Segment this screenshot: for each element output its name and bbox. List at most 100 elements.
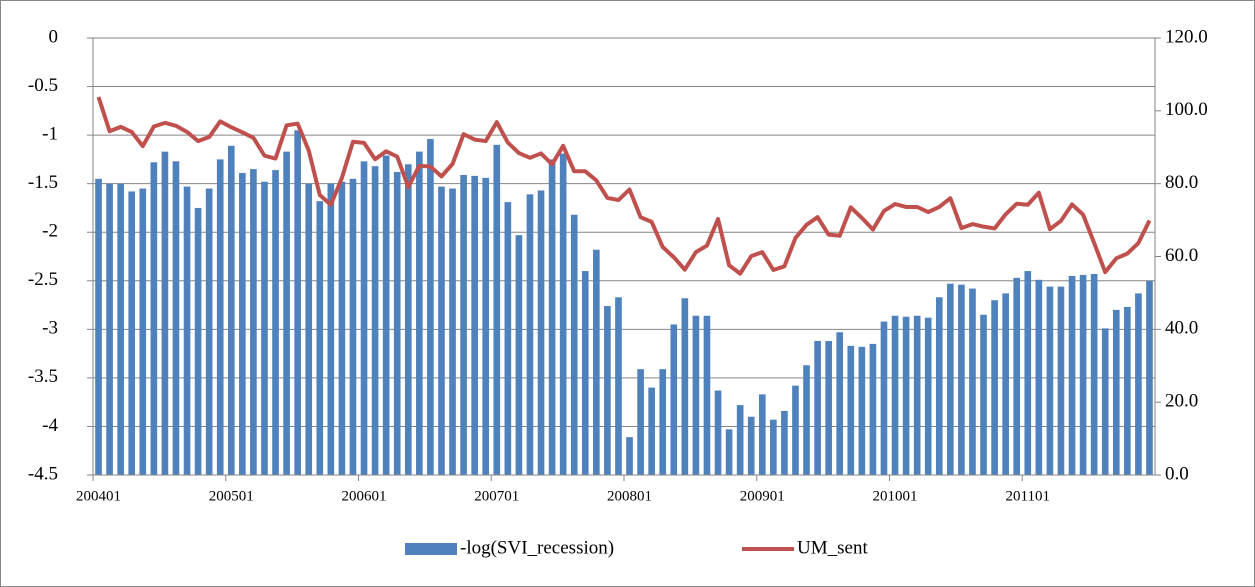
bar <box>1124 306 1131 475</box>
bar <box>537 190 545 475</box>
bar <box>1013 277 1021 475</box>
bar <box>781 410 788 475</box>
bar <box>570 214 578 475</box>
bar <box>593 249 600 475</box>
bar <box>294 130 301 475</box>
bar <box>227 145 235 475</box>
bar <box>128 191 136 476</box>
bar <box>792 385 799 475</box>
bar <box>559 153 567 475</box>
bar <box>1002 293 1009 475</box>
bar <box>1068 275 1076 475</box>
bar <box>1101 328 1109 475</box>
y2-tick-label: 100.0 <box>1165 99 1208 120</box>
bar <box>161 151 169 475</box>
bar <box>913 315 921 475</box>
bar <box>449 188 456 475</box>
x-tick-label: 201101 <box>1006 488 1050 504</box>
bar <box>95 178 102 476</box>
bar <box>327 183 335 475</box>
bar <box>714 390 722 475</box>
bar <box>150 162 158 475</box>
x-tick-label: 200801 <box>607 488 652 504</box>
bar <box>493 144 501 476</box>
bar <box>648 387 655 475</box>
bar <box>758 394 766 475</box>
legend-swatch <box>405 543 457 555</box>
y2-tick-label: 80.0 <box>1165 172 1198 193</box>
bar <box>1024 271 1032 475</box>
bar <box>747 416 755 475</box>
bar <box>969 288 976 475</box>
bar <box>581 271 589 475</box>
x-tick-label: 201001 <box>873 488 918 504</box>
y-tick-label: -1.5 <box>28 172 58 193</box>
bar <box>958 284 965 475</box>
bar <box>814 340 821 475</box>
bar <box>139 188 147 475</box>
bar <box>980 314 987 475</box>
bar <box>725 429 733 475</box>
bar <box>626 437 633 475</box>
y-tick-label: -4 <box>42 415 58 436</box>
bar <box>360 161 368 475</box>
bar <box>526 194 534 476</box>
y-tick-label: -4.5 <box>28 463 58 484</box>
x-tick-label: 200701 <box>474 488 519 504</box>
bar <box>261 181 268 476</box>
bar <box>891 315 899 475</box>
bar <box>670 324 678 475</box>
y-tick-label: -3.5 <box>28 366 58 387</box>
bar <box>858 346 866 475</box>
bar <box>1146 280 1153 475</box>
y2-tick-label: 0.0 <box>1165 463 1189 484</box>
bar <box>515 235 523 475</box>
bar <box>427 138 434 476</box>
y2-tick-label: 40.0 <box>1165 318 1198 339</box>
bar <box>637 369 644 475</box>
bar <box>770 419 777 475</box>
x-tick-label: 200501 <box>209 488 254 504</box>
bar <box>736 405 744 475</box>
x-tick-label: 200901 <box>740 488 785 504</box>
bar <box>183 186 191 475</box>
legend-label: UM_sent <box>797 537 868 558</box>
bar <box>692 315 700 475</box>
bar <box>416 151 423 475</box>
bar <box>393 172 401 475</box>
bar <box>239 172 246 476</box>
y-tick-label: -2 <box>42 221 58 242</box>
bar <box>659 369 667 475</box>
line <box>96 96 1152 276</box>
bar <box>703 315 711 475</box>
bar <box>1135 293 1142 475</box>
bar <box>382 155 390 475</box>
bar <box>205 188 213 475</box>
bar <box>117 183 124 475</box>
bar <box>836 332 844 475</box>
bar <box>1090 273 1098 475</box>
bar <box>371 166 379 476</box>
bar <box>1035 279 1043 475</box>
bar <box>1079 274 1087 475</box>
bar <box>902 316 910 475</box>
bar <box>947 283 954 475</box>
bar <box>604 306 611 475</box>
bar <box>548 159 556 475</box>
bar <box>504 202 512 475</box>
y-tick-label: -1 <box>42 123 58 144</box>
bar <box>803 365 810 475</box>
bar <box>1046 286 1054 475</box>
y-tick-label: 0 <box>49 26 59 47</box>
bar <box>194 207 202 475</box>
y2-tick-label: 20.0 <box>1165 391 1198 412</box>
y2-tick-label: 120.0 <box>1165 26 1208 47</box>
bar <box>880 321 888 475</box>
bar <box>681 298 689 475</box>
bar <box>1112 309 1120 475</box>
bar <box>471 175 478 476</box>
bar <box>460 174 467 475</box>
x-tick-label: 200401 <box>76 488 121 504</box>
